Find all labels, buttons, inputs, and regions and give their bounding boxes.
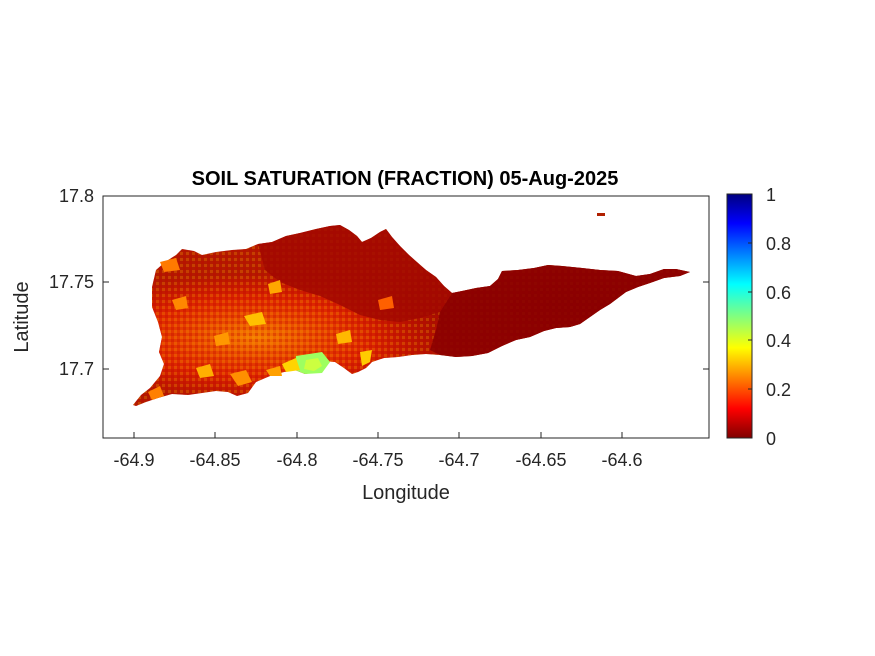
x-tick-label: -64.9	[113, 450, 154, 470]
x-tick-label: -64.75	[352, 450, 403, 470]
x-tick-label: -64.7	[438, 450, 479, 470]
colorbar-gradient	[726, 193, 753, 439]
x-axis: -64.9 -64.85 -64.8 -64.75 -64.7 -64.65 -…	[113, 432, 643, 504]
x-tick-label: -64.8	[276, 450, 317, 470]
island-map	[133, 213, 690, 406]
colorbar-label: 0.2	[766, 380, 791, 400]
east-low-saturation-region	[430, 265, 690, 357]
x-tick-label: -64.6	[601, 450, 642, 470]
colorbar-label: 0.8	[766, 234, 791, 254]
y-tick-label: 17.75	[49, 272, 94, 292]
small-islet	[597, 213, 605, 216]
x-axis-label: Longitude	[362, 482, 450, 504]
colorbar-label: 0.4	[766, 331, 791, 351]
colorbar-label: 1	[766, 185, 776, 205]
wet-patches	[148, 258, 394, 400]
y-axis: 17.8 17.75 17.7 Latitude	[11, 186, 709, 379]
x-tick-label: -64.65	[515, 450, 566, 470]
x-tick-label: -64.85	[189, 450, 240, 470]
y-tick-label: 17.7	[59, 359, 94, 379]
colorbar: 1 0.8 0.6 0.4 0.2 0	[726, 185, 791, 449]
y-tick-label: 17.8	[59, 186, 94, 206]
colorbar-label: 0	[766, 429, 776, 449]
north-central-region	[258, 225, 452, 322]
colorbar-label: 0.6	[766, 283, 791, 303]
map-title: SOIL SATURATION (FRACTION) 05-Aug-2025	[192, 168, 619, 190]
y-axis-label: Latitude	[11, 281, 33, 352]
